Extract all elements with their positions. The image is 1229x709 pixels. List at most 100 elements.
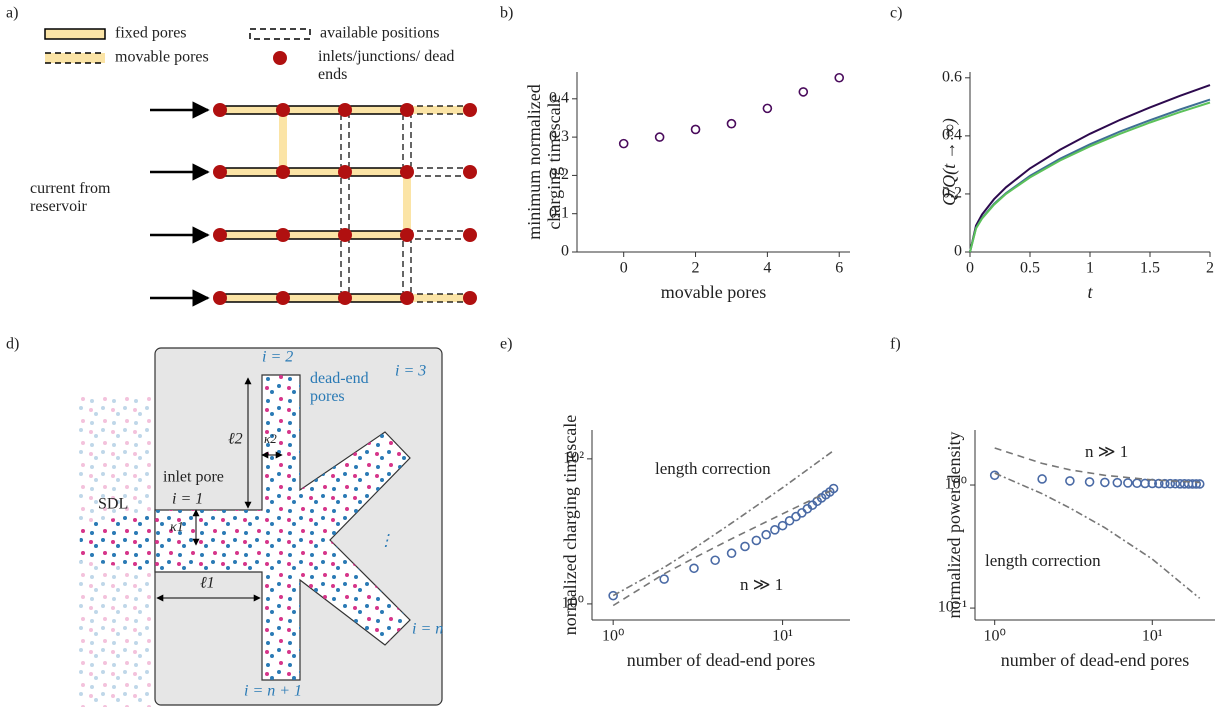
point: [1084, 477, 1095, 487]
reservoir-label-box: current from reservoir: [30, 180, 111, 215]
point: [828, 483, 839, 494]
line: [994, 472, 1201, 599]
y-axis-label-box: minimum normalized charging timescale: [524, 84, 564, 240]
y-tick-label: 0.4: [549, 89, 569, 106]
available-position: [406, 230, 471, 240]
available-position: [406, 167, 471, 177]
x-tick-label: 10⁰: [602, 628, 624, 645]
x-tick-label: 1.5: [1140, 260, 1160, 277]
inlet-index: i = 1: [172, 491, 203, 508]
y-tick-label: 0.6: [942, 68, 962, 85]
junction: [463, 165, 477, 179]
point: [1123, 478, 1133, 488]
junction: [400, 103, 414, 117]
x-axis-label: number of dead-end pores: [627, 650, 815, 670]
point: [690, 124, 701, 135]
y-axis-label-box: Q/Q(t → ∞): [939, 118, 959, 206]
point: [798, 87, 809, 97]
y-axis-label-group: minimum normalized charging timescale: [524, 84, 564, 240]
movable-edge: [407, 105, 470, 115]
junction: [276, 228, 290, 242]
point: [740, 541, 750, 552]
line: [612, 449, 835, 597]
ellipsis: ⋮: [378, 533, 394, 550]
y-tick-label: 0.4: [942, 127, 962, 144]
junction: [400, 165, 414, 179]
y-axis-label-box: normalized power density: [944, 432, 964, 619]
x-tick-label: 2: [1206, 260, 1214, 277]
y-axis-label-group: normalized power density: [944, 432, 964, 619]
point: [784, 515, 795, 526]
y-tick-label: 0.3: [549, 128, 569, 145]
x-tick-label: 0: [620, 260, 628, 277]
junction: [463, 291, 477, 305]
movable-pore: [407, 106, 470, 114]
junction: [338, 165, 352, 179]
pore-label: i = 2: [262, 349, 293, 366]
inlet-label: inlet pore: [163, 469, 224, 486]
junction: [338, 291, 352, 305]
legend-label: movable pores: [115, 49, 209, 66]
junction: [213, 165, 227, 179]
panel-label: c): [890, 5, 902, 22]
dim-label: ℓ1: [200, 575, 215, 592]
panel-label: e): [500, 336, 512, 353]
series-label: length correction: [655, 459, 771, 478]
available-position: [340, 109, 350, 173]
point: [1100, 477, 1110, 488]
x-tick-label: 6: [835, 260, 843, 277]
x-tick-label: 10⁰: [983, 628, 1005, 645]
dead-end-label: dead-end pores: [310, 370, 369, 405]
y-tick-label: 10⁻¹: [938, 599, 967, 616]
junction: [338, 228, 352, 242]
dim-label: κ2: [264, 431, 277, 446]
point: [1159, 478, 1170, 489]
point: [762, 103, 773, 114]
dim-label: κ1: [170, 520, 184, 535]
y-tick-label: 10⁰: [945, 476, 967, 493]
junction: [213, 103, 227, 117]
point: [659, 574, 669, 584]
reservoir-label: current from reservoir: [30, 180, 111, 215]
y-tick-label: 0: [561, 243, 569, 260]
y-axis-label-group: normalized charging timescale: [560, 415, 580, 636]
sdl-label: SDL: [98, 496, 128, 513]
x-tick-label: 0.5: [1020, 260, 1040, 277]
point: [751, 535, 762, 546]
x-tick-label: 0: [966, 260, 974, 277]
series-label: n ≫ 1: [740, 575, 783, 594]
legend-label: fixed pores: [115, 25, 187, 42]
point: [1191, 479, 1202, 489]
y-tick-label: 10²: [563, 450, 584, 467]
legend-fixed: [44, 28, 106, 40]
fixed-pore: [219, 230, 408, 240]
diagram-d: i = 2 dead-end pores i = 3 ℓ2 κ2 inlet p…: [78, 347, 443, 707]
point: [797, 508, 807, 518]
x-axis-label: t: [1087, 282, 1093, 302]
ions: [80, 375, 410, 680]
panel-label: b): [500, 5, 513, 22]
movable-edge: [407, 293, 470, 303]
panel-label: a): [6, 5, 18, 22]
legend-available: [249, 28, 311, 40]
panel-label: f): [890, 336, 901, 353]
junction: [213, 228, 227, 242]
y-tick-label: 0.1: [549, 204, 569, 221]
x-tick-label: 2: [692, 260, 700, 277]
point: [1132, 478, 1142, 488]
junction: [463, 103, 477, 117]
pore-label: i = n + 1: [244, 683, 302, 700]
available-position: [340, 171, 350, 236]
y-tick-label: 10⁰: [562, 595, 584, 612]
dim-label: ℓ2: [228, 431, 243, 448]
line: [969, 101, 1211, 253]
junction: [463, 228, 477, 242]
available-position: [402, 234, 412, 299]
x-axis-label: number of dead-end pores: [1001, 650, 1189, 670]
point: [1112, 477, 1123, 488]
point: [834, 72, 845, 83]
y-axis-label-box: normalized charging timescale: [560, 415, 580, 636]
panel-label: d): [6, 336, 19, 353]
y-axis-label: minimum normalized charging timescale: [524, 84, 564, 240]
charts: 0 2 4 6 0 0.1 0.2 0.3 0.4 movable pores minimum no…: [524, 68, 1215, 670]
